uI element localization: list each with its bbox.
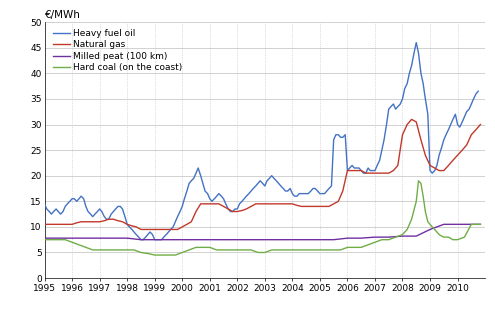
Milled peat (100 km): [262, 238, 268, 242]
Hard coal (on the coast): [152, 253, 158, 257]
Natural gas: [408, 118, 414, 121]
Heavy fuel oil: [241, 197, 247, 201]
Milled peat (100 km): [399, 234, 405, 238]
Milled peat (100 km): [358, 236, 364, 240]
Natural gas: [266, 202, 272, 206]
Milled peat (100 km): [110, 236, 116, 240]
Natural gas: [280, 202, 286, 206]
Line: Natural gas: Natural gas: [45, 119, 481, 229]
Text: €/MWh: €/MWh: [45, 9, 80, 20]
Hard coal (on the coast): [317, 248, 323, 252]
Milled peat (100 km): [331, 238, 337, 242]
Milled peat (100 km): [303, 238, 309, 242]
Milled peat (100 km): [193, 238, 199, 242]
Line: Milled peat (100 km): Milled peat (100 km): [45, 224, 481, 240]
Milled peat (100 km): [454, 222, 460, 226]
Milled peat (100 km): [221, 238, 227, 242]
Milled peat (100 km): [248, 238, 254, 242]
Heavy fuel oil: [262, 184, 268, 188]
Natural gas: [450, 158, 456, 162]
Milled peat (100 km): [124, 236, 130, 240]
Milled peat (100 km): [441, 222, 447, 226]
Milled peat (100 km): [69, 236, 75, 240]
Line: Heavy fuel oil: Heavy fuel oil: [45, 43, 478, 240]
Heavy fuel oil: [413, 41, 419, 45]
Heavy fuel oil: [88, 212, 94, 216]
Milled peat (100 km): [165, 238, 171, 242]
Milled peat (100 km): [276, 238, 282, 242]
Milled peat (100 km): [386, 235, 392, 239]
Hard coal (on the coast): [393, 235, 398, 239]
Heavy fuel oil: [475, 89, 481, 93]
Milled peat (100 km): [97, 236, 102, 240]
Natural gas: [138, 228, 144, 231]
Hard coal (on the coast): [90, 248, 96, 252]
Natural gas: [170, 228, 176, 231]
Milled peat (100 km): [372, 235, 378, 239]
Natural gas: [478, 123, 484, 126]
Milled peat (100 km): [427, 228, 433, 231]
Milled peat (100 km): [317, 238, 323, 242]
Line: Hard coal (on the coast): Hard coal (on the coast): [45, 181, 481, 255]
Milled peat (100 km): [290, 238, 296, 242]
Milled peat (100 km): [152, 238, 158, 242]
Milled peat (100 km): [345, 236, 350, 240]
Heavy fuel oil: [42, 202, 48, 206]
Milled peat (100 km): [234, 238, 240, 242]
Heavy fuel oil: [145, 233, 151, 236]
Legend: Heavy fuel oil, Natural gas, Milled peat (100 km), Hard coal (on the coast): Heavy fuel oil, Natural gas, Milled peat…: [53, 29, 183, 72]
Natural gas: [42, 222, 48, 226]
Milled peat (100 km): [478, 222, 484, 226]
Hard coal (on the coast): [227, 248, 233, 252]
Milled peat (100 km): [179, 238, 185, 242]
Milled peat (100 km): [83, 236, 89, 240]
Hard coal (on the coast): [478, 222, 484, 226]
Milled peat (100 km): [138, 238, 144, 242]
Milled peat (100 km): [413, 234, 419, 238]
Hard coal (on the coast): [415, 179, 421, 183]
Heavy fuel oil: [175, 215, 181, 219]
Milled peat (100 km): [468, 222, 474, 226]
Natural gas: [101, 219, 107, 223]
Heavy fuel oil: [138, 238, 144, 242]
Natural gas: [234, 210, 240, 213]
Milled peat (100 km): [55, 236, 61, 240]
Heavy fuel oil: [168, 228, 174, 231]
Milled peat (100 km): [207, 238, 213, 242]
Hard coal (on the coast): [379, 238, 385, 242]
Hard coal (on the coast): [429, 225, 435, 229]
Hard coal (on the coast): [42, 238, 48, 242]
Milled peat (100 km): [42, 236, 48, 240]
